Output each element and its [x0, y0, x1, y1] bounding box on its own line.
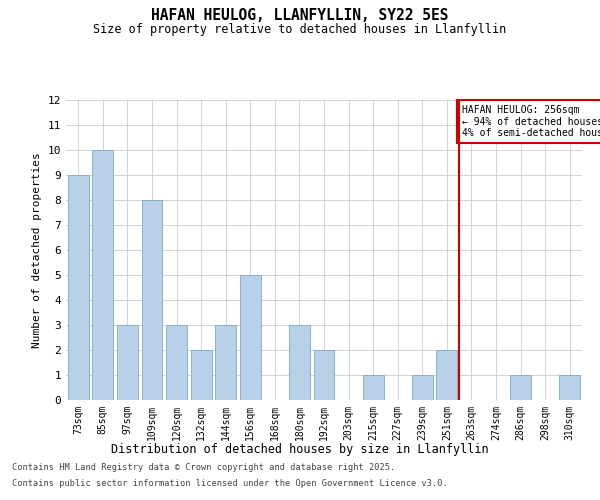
Text: HAFAN HEULOG: 256sqm
← 94% of detached houses are smaller (50)
4% of semi-detach: HAFAN HEULOG: 256sqm ← 94% of detached h… [461, 105, 600, 138]
Bar [362, 375, 383, 400]
Bar [436, 350, 457, 400]
Bar [68, 175, 89, 400]
Text: Distribution of detached houses by size in Llanfyllin: Distribution of detached houses by size … [111, 442, 489, 456]
Bar [215, 325, 236, 400]
Bar [166, 325, 187, 400]
Bar [191, 350, 212, 400]
Bar [412, 375, 433, 400]
Y-axis label: Number of detached properties: Number of detached properties [32, 152, 42, 348]
Bar [142, 200, 163, 400]
Bar [559, 375, 580, 400]
Text: Contains HM Land Registry data © Crown copyright and database right 2025.: Contains HM Land Registry data © Crown c… [12, 464, 395, 472]
Text: Contains public sector information licensed under the Open Government Licence v3: Contains public sector information licen… [12, 478, 448, 488]
Bar [240, 275, 261, 400]
Bar [510, 375, 531, 400]
Bar [117, 325, 138, 400]
Text: HAFAN HEULOG, LLANFYLLIN, SY22 5ES: HAFAN HEULOG, LLANFYLLIN, SY22 5ES [151, 8, 449, 22]
Text: Size of property relative to detached houses in Llanfyllin: Size of property relative to detached ho… [94, 22, 506, 36]
Bar [314, 350, 334, 400]
Bar [289, 325, 310, 400]
Bar [92, 150, 113, 400]
